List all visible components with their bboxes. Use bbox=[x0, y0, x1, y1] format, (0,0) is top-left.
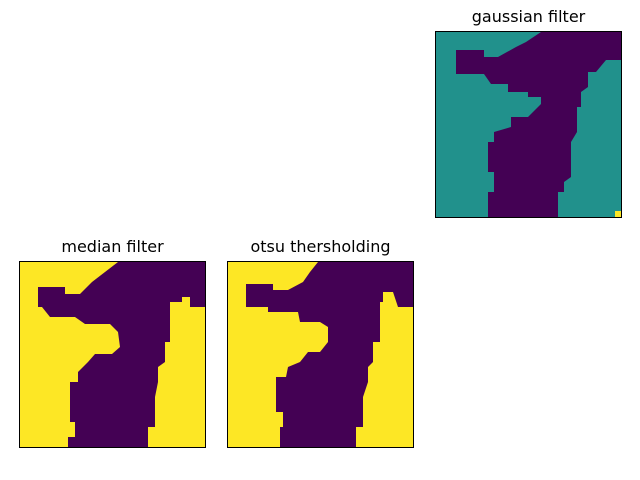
gaussian-filter-image bbox=[435, 31, 622, 218]
corner-yellow-dot bbox=[615, 211, 621, 217]
gaussian-filter-title: gaussian filter bbox=[471, 7, 586, 26]
dark-region bbox=[38, 262, 205, 447]
otsu-thresholding-image bbox=[227, 261, 414, 448]
dark-region bbox=[246, 262, 413, 447]
median-filter-image bbox=[19, 261, 206, 448]
otsu-thresholding-title: otsu thersholding bbox=[250, 237, 391, 256]
median-filter-title: median filter bbox=[61, 237, 164, 256]
dark-region bbox=[456, 32, 621, 217]
median-filter-panel: median filter bbox=[19, 236, 206, 448]
otsu-thresholding-panel: otsu thersholding bbox=[227, 236, 414, 448]
gaussian-filter-panel: gaussian filter bbox=[435, 6, 622, 218]
